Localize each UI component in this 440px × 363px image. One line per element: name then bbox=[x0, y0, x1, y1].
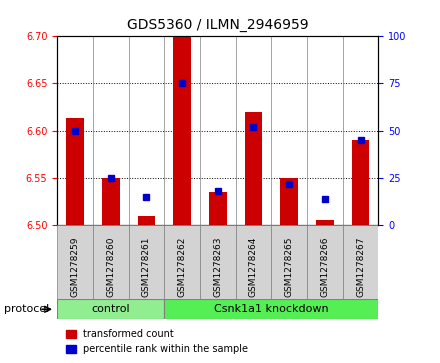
Bar bbox=[280, 178, 298, 225]
Bar bbox=[164, 225, 200, 299]
Text: GSM1278260: GSM1278260 bbox=[106, 236, 115, 297]
Bar bbox=[209, 192, 227, 225]
Bar bbox=[57, 225, 93, 299]
Text: protocol: protocol bbox=[4, 304, 50, 314]
Title: GDS5360 / ILMN_2946959: GDS5360 / ILMN_2946959 bbox=[127, 19, 308, 33]
Text: GSM1278267: GSM1278267 bbox=[356, 236, 365, 297]
Text: GSM1278264: GSM1278264 bbox=[249, 236, 258, 297]
Bar bbox=[102, 178, 120, 225]
Text: GSM1278265: GSM1278265 bbox=[285, 236, 293, 297]
Text: Csnk1a1 knockdown: Csnk1a1 knockdown bbox=[214, 305, 329, 314]
Text: control: control bbox=[92, 305, 130, 314]
Bar bbox=[200, 225, 236, 299]
Bar bbox=[236, 225, 271, 299]
Text: GSM1278262: GSM1278262 bbox=[178, 236, 187, 297]
Text: GSM1278261: GSM1278261 bbox=[142, 236, 151, 297]
Text: GSM1278263: GSM1278263 bbox=[213, 236, 222, 297]
Bar bbox=[128, 225, 164, 299]
Bar bbox=[57, 299, 164, 319]
Text: GSM1278259: GSM1278259 bbox=[70, 236, 80, 297]
Text: GSM1278266: GSM1278266 bbox=[320, 236, 330, 297]
Bar bbox=[245, 112, 262, 225]
Legend: transformed count, percentile rank within the sample: transformed count, percentile rank withi… bbox=[62, 326, 252, 358]
Bar bbox=[343, 225, 378, 299]
Bar bbox=[307, 225, 343, 299]
Bar bbox=[316, 220, 334, 225]
Bar bbox=[352, 140, 370, 225]
Bar bbox=[66, 118, 84, 225]
Bar bbox=[138, 216, 155, 225]
Bar bbox=[271, 225, 307, 299]
Bar bbox=[164, 299, 378, 319]
Bar bbox=[173, 36, 191, 225]
Bar bbox=[93, 225, 128, 299]
